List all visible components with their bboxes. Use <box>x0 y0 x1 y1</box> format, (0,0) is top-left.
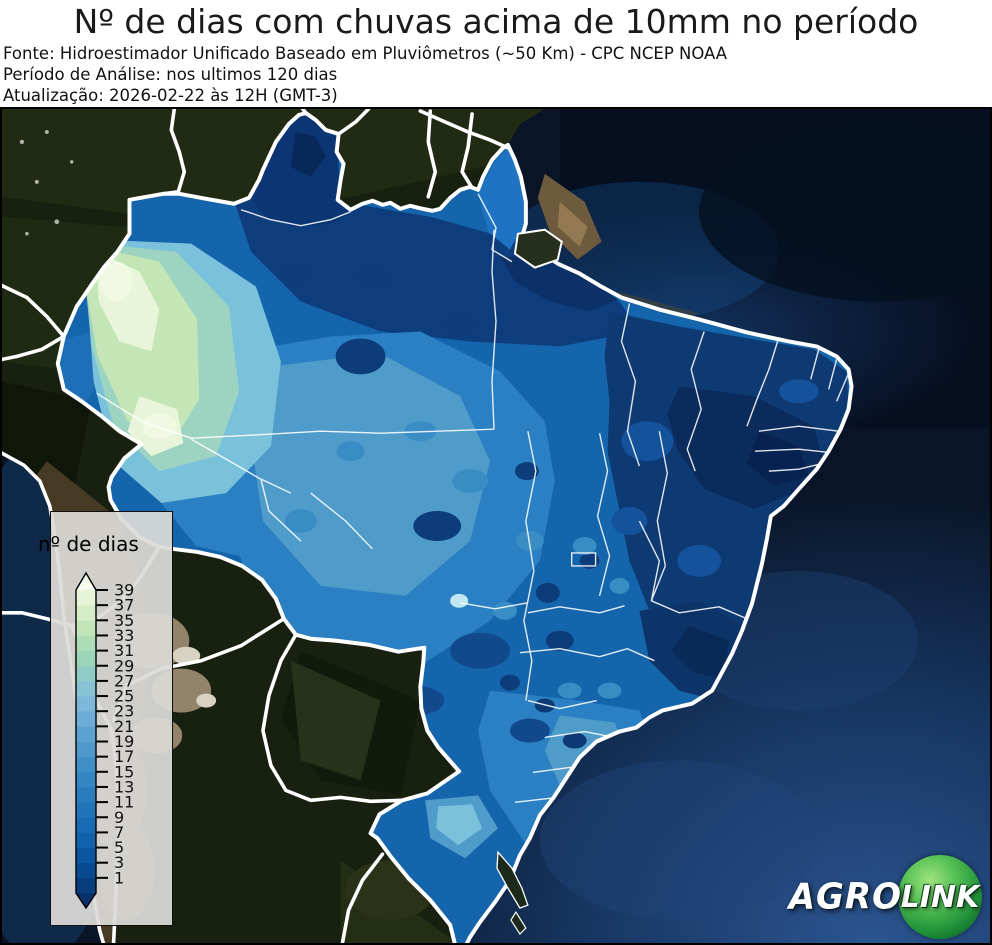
legend-tick-label: 17 <box>114 747 134 766</box>
legend-tick-label: 29 <box>114 656 134 675</box>
legend-tick-label: 9 <box>114 808 124 827</box>
legend-tick-label: 11 <box>114 793 134 812</box>
colorbar-band <box>76 620 96 636</box>
colorbar-band <box>76 862 96 879</box>
colorbar-band <box>76 786 96 803</box>
legend-tick-label: 35 <box>114 611 134 630</box>
agrolink-logo-sphere: LINK <box>898 855 982 939</box>
legend-tick-label: 21 <box>114 717 134 736</box>
colorbar-band <box>76 590 96 606</box>
colorbar-arrow-bottom <box>76 893 96 908</box>
colorbar-band <box>76 756 96 773</box>
colorbar-band <box>76 832 96 848</box>
source-info: Fonte: Hidroestimador Unificado Baseado … <box>3 43 727 106</box>
colorbar-band <box>76 650 96 667</box>
legend-tick-label: 19 <box>114 732 134 751</box>
brazil-outline <box>55 110 854 943</box>
legend-tick-label: 15 <box>114 762 134 781</box>
source-line: Fonte: Hidroestimador Unificado Baseado … <box>3 44 728 63</box>
legend-tick-label: 27 <box>114 671 134 690</box>
agrolink-logo: AGRO LINK <box>789 855 982 939</box>
colorbar-band <box>76 680 96 697</box>
colorbar-band <box>76 802 96 818</box>
legend-tick-label: 39 <box>114 581 134 600</box>
legend-tick-label: 5 <box>114 838 124 857</box>
legend-tick-label: 7 <box>114 823 124 842</box>
colorbar-band <box>76 635 96 651</box>
legend-tick-label: 31 <box>114 641 134 660</box>
legend-tick-label: 1 <box>114 868 124 887</box>
colorbar-band <box>76 711 96 727</box>
header: Nº de dias com chuvas acima de 10mm no p… <box>0 0 992 107</box>
colorbar-band <box>76 847 96 864</box>
legend-tick-label: 33 <box>114 626 134 645</box>
page-title: Nº de dias com chuvas acima de 10mm no p… <box>73 2 919 41</box>
colorbar-band <box>76 877 96 894</box>
colorbar-band <box>76 605 96 621</box>
legend-tick-label: 3 <box>114 853 124 872</box>
agrolink-logo-agro-text: AGRO <box>788 876 902 918</box>
legend-tick-label: 23 <box>114 702 134 721</box>
legend-tick-label: 13 <box>114 777 134 796</box>
colorbar-band <box>76 771 96 788</box>
legend-title: nº de dias <box>38 532 139 556</box>
colorbar-arrow-top <box>76 573 96 590</box>
legend-box: nº de dias 39 37 35 33 31 29 27 25 23 21 19 17 15 13 1… <box>38 511 173 926</box>
islands-and-lagoons <box>496 228 563 935</box>
legend-tick-label: 37 <box>114 596 134 615</box>
state-borders <box>96 193 850 813</box>
legend-tick-label: 25 <box>114 687 134 706</box>
colorbar-band <box>76 665 96 682</box>
agrolink-logo-link-text: LINK <box>900 879 980 915</box>
update-line: Atualização: 2026-02-22 às 12H (GMT-3) <box>3 86 338 105</box>
period-line: Período de Análise: nos ultimos 120 dias <box>3 65 338 84</box>
colorbar-band <box>76 726 96 742</box>
colorbar-band <box>76 696 96 712</box>
colorbar-band <box>76 741 96 758</box>
colorbar-band <box>76 817 96 833</box>
